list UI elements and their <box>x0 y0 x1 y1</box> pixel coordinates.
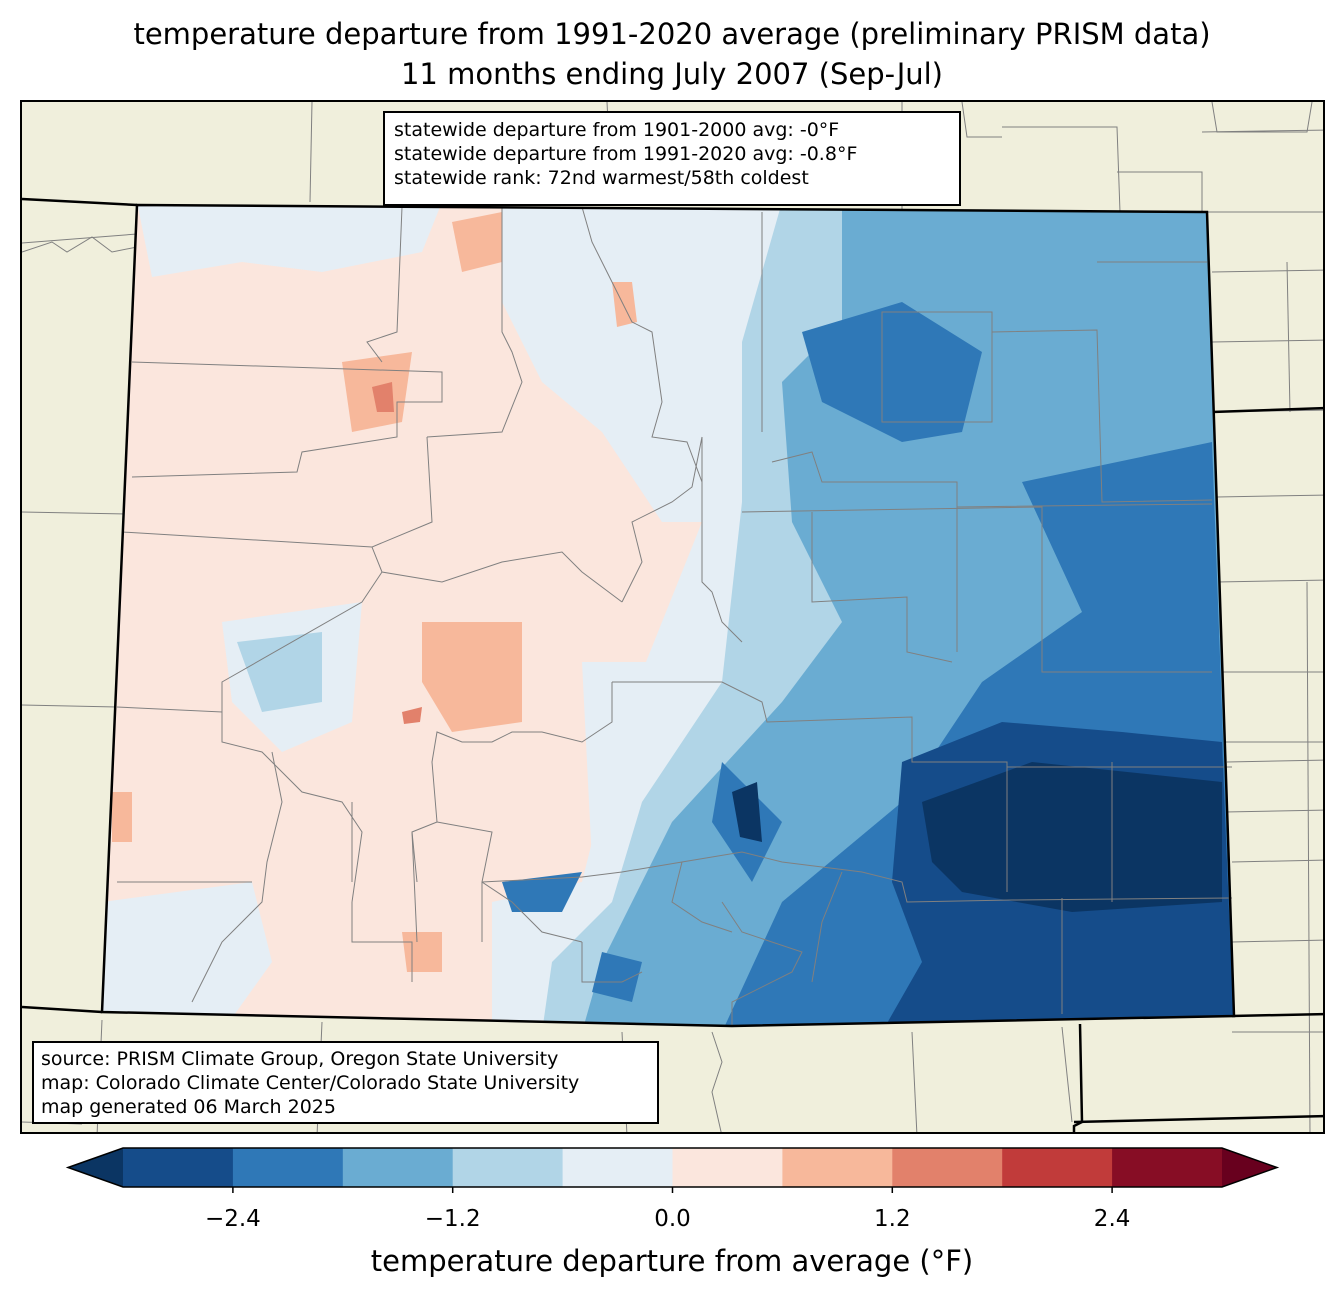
colorbar-under-arrow <box>68 1148 123 1187</box>
source-line: source: PRISM Climate Group, Oregon Stat… <box>41 1048 559 1070</box>
stats-departure-1991-2020: statewide departure from 1991-2020 avg: … <box>394 143 858 165</box>
map-title-line-2: 11 months ending July 2007 (Sep-Jul) <box>400 57 943 91</box>
colorado-border <box>100 203 1236 1028</box>
colorbar-segment <box>342 1148 454 1187</box>
colorbar-over-arrow <box>1222 1148 1277 1187</box>
colorbar-tick-label: 0.0 <box>654 1206 691 1232</box>
colorbar-tick-label: −2.4 <box>204 1206 261 1232</box>
stats-rank: statewide rank: 72nd warmest/58th coldes… <box>394 167 809 189</box>
colorbar-outline <box>65 1147 1280 1188</box>
map-credit-line: map: Colorado Climate Center/Colorado St… <box>41 1072 580 1094</box>
colorbar-segment <box>892 1148 1003 1187</box>
colorbar-segment <box>562 1148 673 1187</box>
map-generated-line: map generated 06 March 2025 <box>41 1096 336 1118</box>
colorbar-segment <box>232 1148 344 1187</box>
source-credit-box: source: PRISM Climate Group, Oregon Stat… <box>32 1041 659 1124</box>
colorbar-tick-label: 1.2 <box>874 1206 911 1232</box>
colorado-county-lines <box>116 206 1233 1026</box>
map-title-line-1: temperature departure from 1991-2020 ave… <box>133 17 1211 51</box>
colorbar-segment <box>672 1148 783 1187</box>
colorbar-segment <box>1002 1148 1113 1187</box>
colorbar-tick-label: −1.2 <box>424 1206 481 1232</box>
colorbar-segments <box>65 1147 1280 1188</box>
temperature-contours <box>102 205 1234 1026</box>
colorbar <box>65 1147 1280 1193</box>
colorado-map <box>22 102 1323 1132</box>
colorbar-segment <box>1112 1148 1223 1187</box>
colorbar-ticks <box>232 1187 1113 1193</box>
colorbar-segment <box>782 1148 893 1187</box>
colorbar-label: temperature departure from average (°F) <box>370 1244 974 1278</box>
colorbar-segment <box>452 1148 564 1187</box>
neighbor-state-lines <box>22 197 1323 1132</box>
colorbar-tick-label: 2.4 <box>1093 1206 1131 1232</box>
neighbor-county-lines <box>22 102 1323 1132</box>
stats-departure-1901-2000: statewide departure from 1901-2000 avg: … <box>394 119 840 141</box>
map-panel <box>20 100 1325 1134</box>
colorbar-segment <box>123 1148 234 1187</box>
statewide-stats-box: statewide departure from 1901-2000 avg: … <box>383 111 961 206</box>
